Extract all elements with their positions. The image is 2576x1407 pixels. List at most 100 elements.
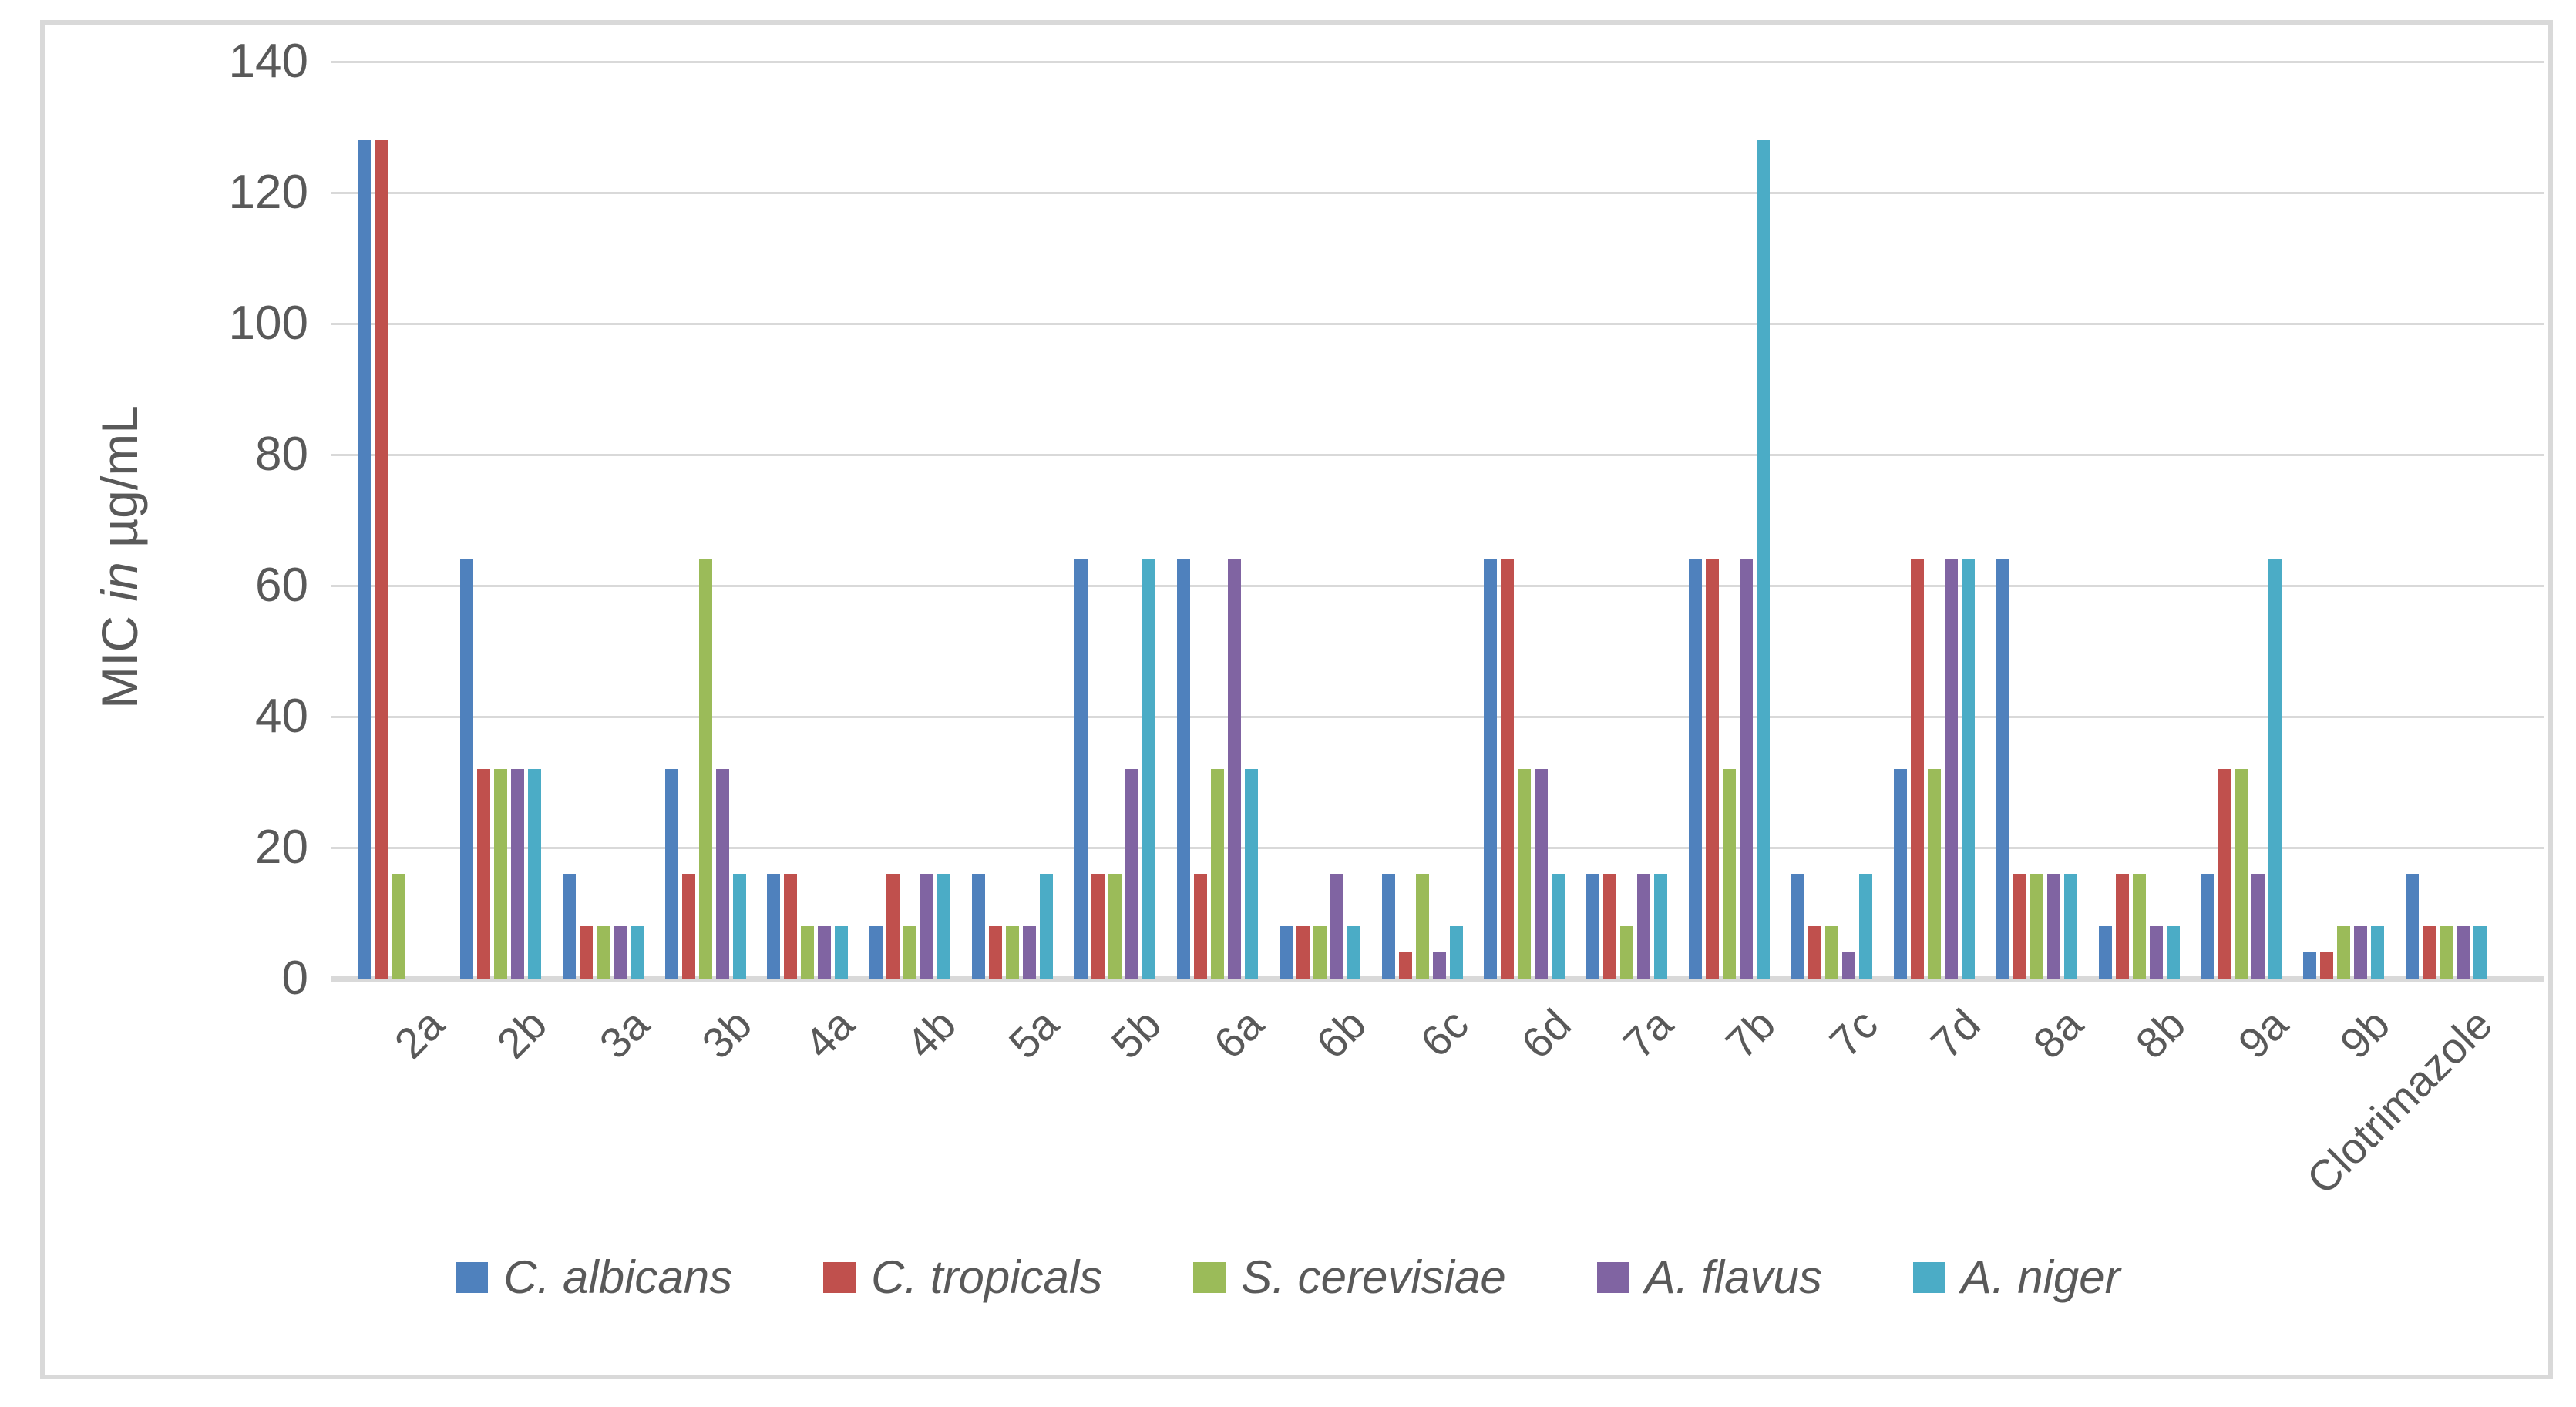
- legend-label: A. flavus: [1644, 1251, 1822, 1303]
- bar-4b-c-albicans: [869, 926, 883, 979]
- bar-3a-s-cerevisiae: [596, 926, 610, 979]
- bar-8b-c-tropicals: [2115, 874, 2129, 979]
- bar-8b-a-niger: [2166, 926, 2180, 979]
- legend-swatch: [1596, 1262, 1629, 1293]
- bar-3a-c-albicans: [562, 874, 576, 979]
- bar-4a-c-tropicals: [784, 874, 798, 979]
- bar-4a-a-niger: [835, 926, 849, 979]
- bar-5a-c-tropicals: [989, 926, 1003, 979]
- bar-5b-c-albicans: [1074, 559, 1088, 979]
- y-tick-label-0: 0: [281, 952, 308, 1005]
- bar-6c-a-niger: [1449, 926, 1463, 979]
- bar-7b-c-albicans: [1689, 559, 1703, 979]
- gridline-y-20: [331, 847, 2544, 849]
- legend-item-s-cerevisiae: S. cerevisiae: [1193, 1251, 1506, 1303]
- legend-swatch: [823, 1262, 856, 1293]
- bar-6b-s-cerevisiae: [1313, 926, 1327, 979]
- bar-7c-a-flavus: [1841, 952, 1855, 979]
- bar-8a-a-flavus: [2046, 874, 2060, 979]
- bar-4a-c-albicans: [767, 874, 781, 979]
- bar-3b-a-flavus: [715, 769, 729, 979]
- gridline-y-60: [331, 585, 2544, 587]
- bar-6a-a-flavus: [1227, 559, 1241, 979]
- bar-9a-a-flavus: [2251, 874, 2265, 979]
- bar-6d-s-cerevisiae: [1518, 769, 1532, 979]
- gridline-y-80: [331, 454, 2544, 456]
- bar-6c-c-tropicals: [1398, 952, 1412, 979]
- gridline-y-140: [331, 61, 2544, 63]
- bar-9b-c-tropicals: [2320, 952, 2334, 979]
- bar-7b-a-niger: [1757, 140, 1771, 979]
- legend-label: A. niger: [1960, 1251, 2120, 1303]
- bar-4a-s-cerevisiae: [801, 926, 815, 979]
- bar-5a-c-albicans: [972, 874, 986, 979]
- bar-2b-c-tropicals: [476, 769, 490, 979]
- legend: C. albicans C. tropicals S. cerevisiae A. f…: [0, 1254, 2576, 1301]
- bar-2a-s-cerevisiae: [391, 874, 405, 979]
- y-tick-label-120: 120: [228, 166, 308, 219]
- bar-3b-a-niger: [732, 874, 746, 979]
- legend-label: S. cerevisiae: [1241, 1251, 1506, 1303]
- bar-5a-a-niger: [1040, 874, 1054, 979]
- bar-5b-a-flavus: [1125, 769, 1138, 979]
- legend-item-c-albicans: C. albicans: [456, 1254, 732, 1301]
- y-axis-title-suffix: µg/mL: [91, 405, 148, 562]
- bar-7b-s-cerevisiae: [1723, 769, 1737, 979]
- bar-9a-a-niger: [2268, 559, 2282, 979]
- legend-label: C. albicans: [503, 1251, 733, 1303]
- bar-2b-c-albicans: [459, 559, 473, 979]
- legend-label: C. tropicals: [871, 1251, 1103, 1303]
- bar-Clotrimazole-s-cerevisiae: [2440, 926, 2453, 979]
- y-tick-label-140: 140: [228, 35, 308, 88]
- bar-9b-a-niger: [2371, 926, 2385, 979]
- y-tick-label-40: 40: [255, 690, 308, 743]
- bar-Clotrimazole-c-tropicals: [2423, 926, 2436, 979]
- bar-Clotrimazole-a-niger: [2473, 926, 2487, 979]
- bar-3b-c-tropicals: [681, 874, 695, 979]
- bar-2b-s-cerevisiae: [493, 769, 507, 979]
- bar-2b-a-niger: [527, 769, 541, 979]
- bar-7b-c-tropicals: [1706, 559, 1720, 979]
- bar-9a-s-cerevisiae: [2235, 769, 2248, 979]
- bar-6c-a-flavus: [1432, 952, 1446, 979]
- bar-6d-c-tropicals: [1501, 559, 1515, 979]
- bar-6c-s-cerevisiae: [1415, 874, 1429, 979]
- bar-6b-a-flavus: [1330, 874, 1343, 979]
- bar-Clotrimazole-c-albicans: [2406, 874, 2420, 979]
- bar-6a-a-niger: [1244, 769, 1258, 979]
- bar-6a-s-cerevisiae: [1210, 769, 1224, 979]
- bar-8b-c-albicans: [2098, 926, 2112, 979]
- bar-8a-a-niger: [2063, 874, 2077, 979]
- legend-swatch: [1193, 1262, 1226, 1293]
- bar-5a-a-flavus: [1023, 926, 1037, 979]
- bar-Clotrimazole-a-flavus: [2457, 926, 2470, 979]
- bar-8a-c-albicans: [1996, 559, 2009, 979]
- bar-3a-c-tropicals: [579, 926, 593, 979]
- bar-9b-c-albicans: [2303, 952, 2317, 979]
- bar-4b-a-niger: [937, 874, 951, 979]
- bar-6a-c-albicans: [1176, 559, 1190, 979]
- bar-4a-a-flavus: [818, 926, 832, 979]
- bar-7d-c-tropicals: [1910, 559, 1924, 979]
- bar-6b-a-niger: [1347, 926, 1360, 979]
- bar-6b-c-tropicals: [1296, 926, 1310, 979]
- bar-9a-c-tropicals: [2218, 769, 2231, 979]
- bar-5b-a-niger: [1142, 559, 1155, 979]
- y-tick-label-80: 80: [255, 428, 308, 481]
- bar-7a-c-albicans: [1586, 874, 1600, 979]
- legend-swatch: [456, 1262, 489, 1293]
- bar-5a-s-cerevisiae: [1006, 926, 1020, 979]
- gridline-y-0: [331, 976, 2544, 982]
- bar-7c-s-cerevisiae: [1824, 926, 1838, 979]
- gridline-y-100: [331, 323, 2544, 325]
- bar-7d-s-cerevisiae: [1927, 769, 1941, 979]
- legend-item-a-flavus: A. flavus: [1596, 1251, 1822, 1303]
- bar-7d-a-flavus: [1944, 559, 1958, 979]
- bar-5b-s-cerevisiae: [1108, 874, 1122, 979]
- y-axis-title: MIC in µg/mL: [91, 405, 148, 709]
- bar-3b-c-albicans: [664, 769, 678, 979]
- bar-9b-s-cerevisiae: [2337, 926, 2351, 979]
- bar-8a-s-cerevisiae: [2030, 874, 2043, 979]
- gridline-y-40: [331, 716, 2544, 718]
